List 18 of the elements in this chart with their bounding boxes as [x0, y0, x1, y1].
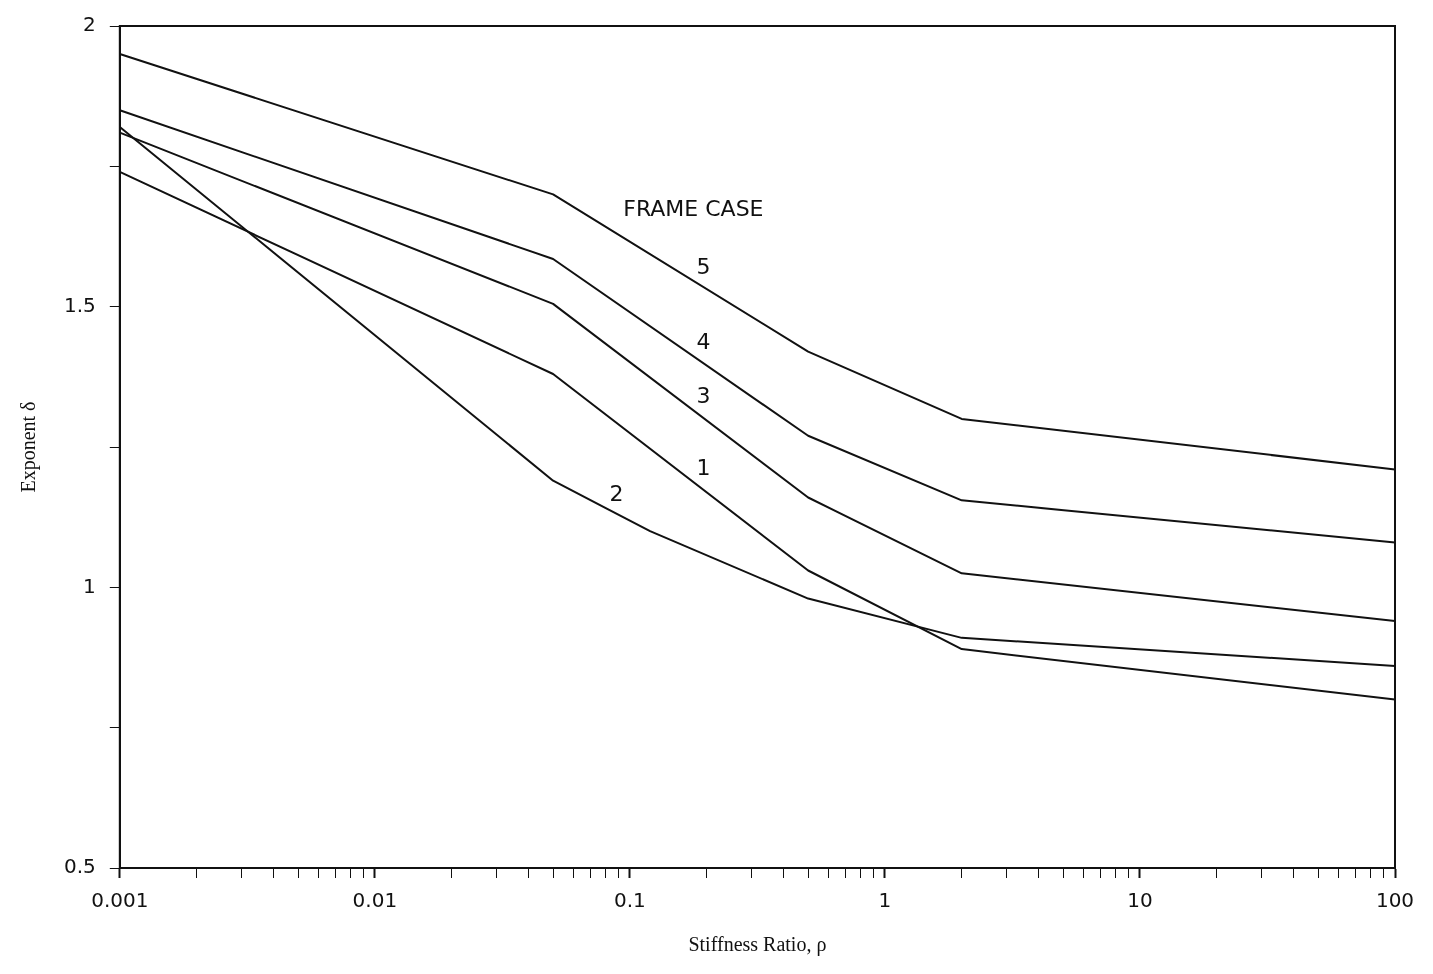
- y-tick-label: 1: [83, 573, 96, 598]
- x-tick-label: 1: [878, 888, 892, 913]
- x-tick-label: 100: [1375, 888, 1415, 913]
- text: 0.001: [91, 888, 149, 913]
- series-label: 2: [609, 481, 624, 507]
- y-tick-label: 1.5: [63, 292, 96, 317]
- x-tick-label: 0.1: [613, 888, 646, 913]
- series-label: 4: [696, 328, 711, 354]
- series-label: 5: [696, 253, 711, 279]
- y-tick-label: 0.5: [63, 854, 96, 879]
- series-label: 3: [696, 383, 711, 409]
- x-tick-label: 10: [1127, 888, 1153, 913]
- y-tick-label: 2: [83, 12, 96, 37]
- series-label: 1: [696, 454, 711, 480]
- x-tick-label: 0.01: [352, 888, 398, 913]
- x-axis-title: Stiffness Ratio, ρ: [688, 933, 827, 957]
- legend-title: FRAME CASE: [623, 195, 764, 221]
- y-axis-title: Exponent δ: [17, 401, 41, 493]
